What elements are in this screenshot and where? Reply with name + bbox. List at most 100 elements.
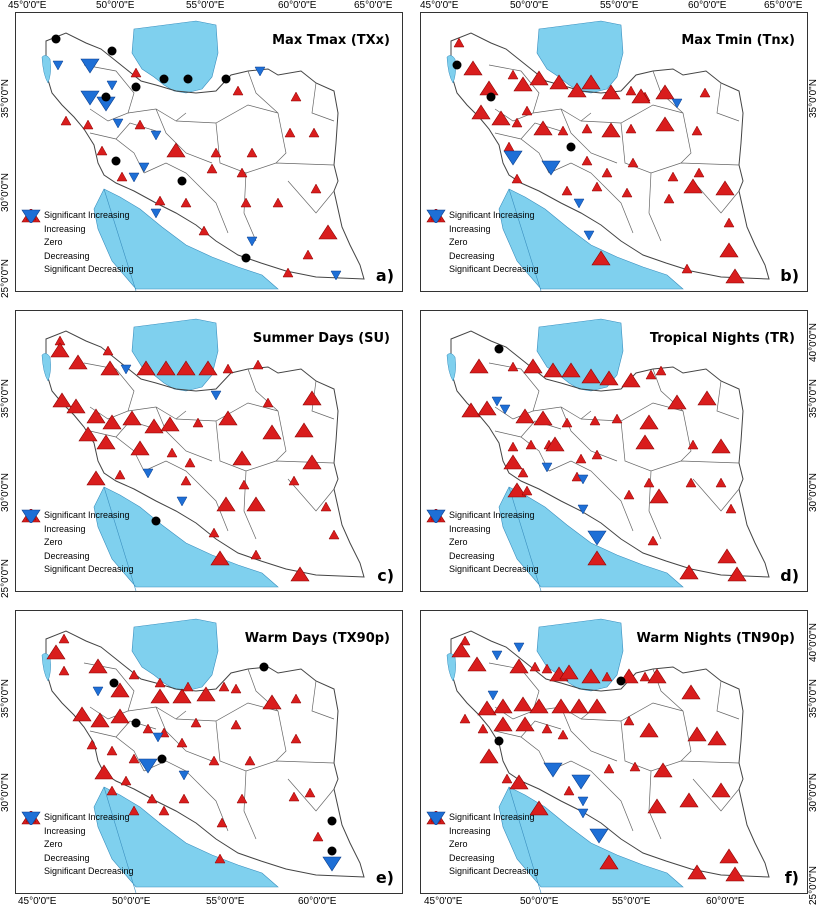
lake-urmia — [446, 353, 456, 382]
significant-increase-marker — [581, 668, 601, 684]
increase-marker — [681, 263, 693, 274]
significant-increase-marker — [302, 390, 322, 406]
increase-marker — [240, 197, 252, 208]
significant-increase-marker — [545, 436, 565, 452]
lat-tick-f-35: 35°0'0"N — [808, 679, 819, 718]
increase-marker — [192, 417, 204, 428]
significant-increase-marker — [232, 450, 252, 466]
legend: Significant Increasing Increasing Zero Decr… — [20, 509, 134, 577]
increase-marker — [308, 127, 320, 138]
bottom-tick-45-r: 45°0'0"E — [424, 896, 463, 907]
increase-marker — [459, 713, 471, 724]
legend: Significant Increasing Increasing Zero Decr… — [425, 209, 539, 277]
increase-marker — [154, 677, 166, 688]
significant-increase-marker — [198, 360, 218, 376]
zero-marker — [107, 46, 117, 56]
province-border — [195, 480, 229, 532]
zero-marker — [101, 92, 111, 102]
significant-increase-marker — [561, 362, 581, 378]
increase-marker — [591, 449, 603, 460]
legend-label: Increasing — [44, 223, 86, 234]
decrease-marker — [499, 404, 511, 415]
increase-marker — [214, 853, 226, 864]
province-border — [275, 410, 287, 462]
significant-increase-marker — [469, 358, 489, 374]
province-border — [560, 406, 618, 462]
persian-gulf — [498, 486, 684, 591]
significant-increase-marker — [707, 730, 727, 746]
significant-increase-marker — [687, 864, 707, 880]
legend-item: Significant Decreasing — [20, 811, 134, 879]
significant-decrease-marker — [80, 58, 100, 74]
increase-marker — [190, 717, 202, 728]
increase-marker — [320, 501, 332, 512]
significant-increase-marker — [102, 414, 122, 430]
legend: Significant Increasing Increasing Zero Decr… — [425, 509, 539, 577]
iran-border — [45, 32, 365, 280]
legend-item: Decreasing — [425, 211, 539, 264]
province-border — [680, 410, 692, 462]
increase-marker — [525, 439, 537, 450]
legend-label: Increasing — [449, 223, 491, 234]
province-border — [532, 108, 592, 122]
significant-increase-marker — [150, 688, 170, 704]
significant-increase-marker — [86, 408, 106, 424]
increase-marker — [142, 723, 154, 734]
caspian-sea — [131, 20, 219, 94]
top-tick-55-r: 55°0'0"E — [600, 0, 639, 11]
legend-item: Increasing — [20, 510, 134, 537]
province-border — [520, 122, 562, 140]
zero-marker — [131, 82, 141, 92]
increase-marker — [120, 775, 132, 786]
increase-marker — [685, 477, 697, 488]
increase-marker — [166, 447, 178, 458]
province-border — [692, 478, 740, 512]
legend: Significant Increasing Increasing Zero Decr… — [20, 811, 134, 879]
significant-increase-marker — [725, 268, 745, 284]
lat-tick-a-30: 30°0'0"N — [0, 173, 11, 212]
province-border — [287, 478, 335, 512]
legend-symbol-icon — [21, 209, 41, 223]
significant-increase-marker — [110, 682, 130, 698]
panel-label: d) — [780, 566, 799, 585]
significant-increase-marker — [294, 422, 314, 438]
province-border — [195, 780, 229, 832]
significant-increase-marker — [559, 664, 579, 680]
persian-gulf — [498, 188, 684, 291]
significant-decrease-marker — [322, 856, 342, 872]
province-border — [488, 64, 540, 122]
increase-marker — [625, 85, 637, 96]
bottom-tick-60-r: 60°0'0"E — [706, 896, 745, 907]
significant-increase-marker — [463, 60, 483, 76]
legend-label: Increasing — [449, 523, 491, 534]
legend-symbol-icon — [21, 811, 41, 825]
significant-increase-marker — [122, 410, 142, 426]
province-border — [83, 64, 135, 122]
increase-marker — [128, 805, 140, 816]
legend-item: Significant Decreasing — [425, 811, 539, 879]
increase-marker — [302, 249, 314, 260]
significant-increase-marker — [655, 84, 675, 100]
decrease-marker — [106, 80, 118, 91]
bottom-tick-50: 50°0'0"E — [112, 896, 151, 907]
increase-marker — [86, 739, 98, 750]
map-panel-b: Max Tmin (Tnx) b) Significant Increasing… — [420, 12, 808, 292]
province-border — [287, 778, 335, 812]
increase-marker — [146, 793, 158, 804]
increase-marker — [208, 755, 220, 766]
increase-marker — [60, 115, 72, 126]
province-border — [580, 402, 684, 422]
increase-marker — [236, 167, 248, 178]
significant-decrease-marker — [571, 774, 591, 790]
province-border — [520, 720, 562, 738]
significant-increase-marker — [581, 368, 601, 384]
decrease-marker — [577, 796, 589, 807]
province-border — [247, 70, 279, 114]
lat-tick-e-30: 30°0'0"N — [0, 773, 11, 812]
province-border — [89, 430, 145, 472]
panel-title: Max Tmax (TXx) — [272, 33, 390, 48]
significant-increase-marker — [567, 82, 587, 98]
significant-increase-marker — [591, 250, 611, 266]
significant-increase-marker — [493, 716, 513, 732]
increase-marker — [182, 681, 194, 692]
